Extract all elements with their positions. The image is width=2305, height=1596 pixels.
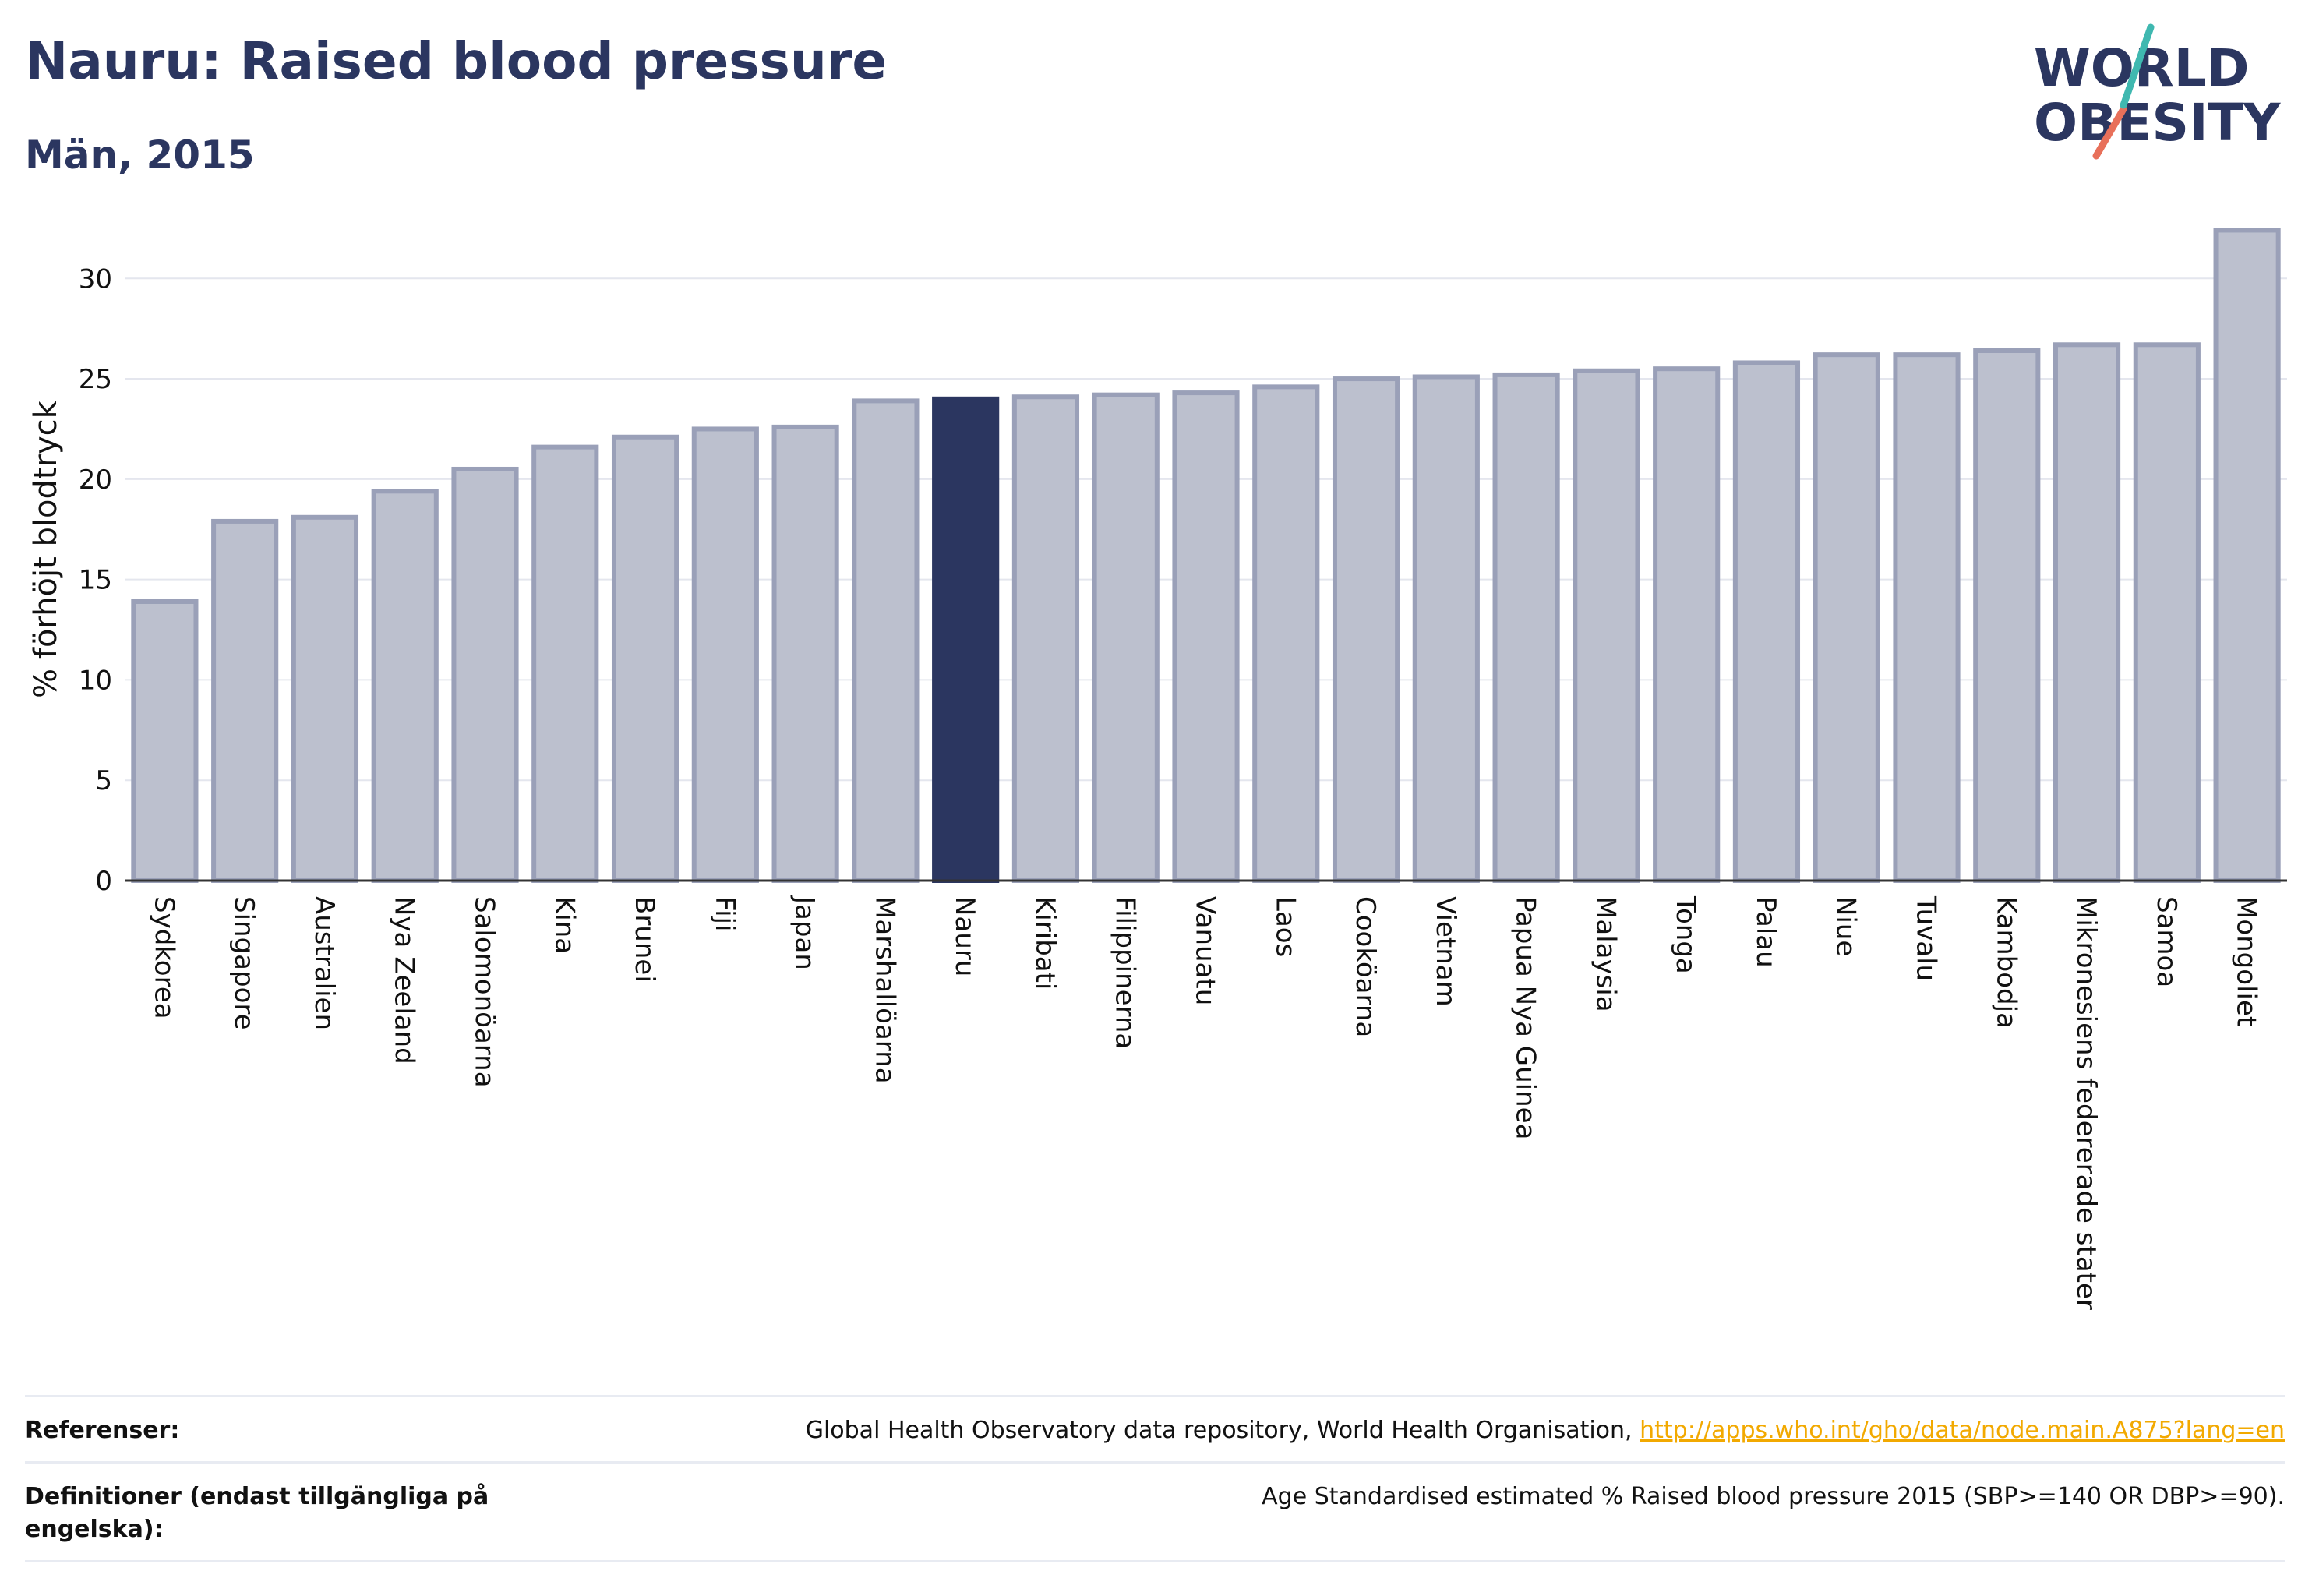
x-tick-label: Vietnam bbox=[1430, 896, 1461, 1007]
x-tick-label: Palau bbox=[1750, 896, 1781, 968]
bar-tonga bbox=[1653, 366, 1721, 883]
x-tick-label: Salomonöarna bbox=[469, 896, 500, 1088]
chart-title: Nauru: Raised blood pressure bbox=[25, 31, 888, 91]
x-tick-label: Samoa bbox=[2151, 896, 2182, 987]
logo-slash-teal bbox=[2120, 23, 2155, 109]
x-tick-label: Kina bbox=[549, 896, 580, 954]
bar-papua-nya-guinea bbox=[1492, 372, 1560, 883]
x-tick-labels: Sydkorea Singapore Australien Nya Zeeland Sa… bbox=[148, 895, 2261, 1310]
x-tick-label: Laos bbox=[1269, 896, 1301, 957]
x-tick-label: Fiji bbox=[709, 896, 740, 931]
x-tick-label: Brunei bbox=[629, 896, 660, 983]
world-obesity-logo: WORLD OBESITY bbox=[2026, 23, 2291, 164]
y-tick-label: 0 bbox=[95, 866, 112, 897]
bar-fiji bbox=[691, 426, 759, 884]
bar-kiribati bbox=[1011, 394, 1080, 883]
y-tick-label: 5 bbox=[95, 765, 112, 796]
x-tick-label: Tuvalu bbox=[1911, 895, 1942, 981]
bar-kina bbox=[531, 444, 599, 883]
bar-vanuatu bbox=[1172, 390, 1240, 884]
y-tick-label: 10 bbox=[79, 665, 112, 696]
definitions-label: Definitioner (endast tillgängliga på eng… bbox=[25, 1483, 489, 1543]
bar-brunei bbox=[611, 434, 679, 883]
bar-cooköarna bbox=[1332, 376, 1400, 883]
logo-slash-red bbox=[2092, 105, 2127, 160]
references-value: Global Health Observatory data repositor… bbox=[524, 1414, 2285, 1447]
x-tick-label: Nya Zeeland bbox=[389, 896, 420, 1065]
y-axis-label: % förhöjt blodtryck bbox=[28, 400, 64, 698]
y-tick-label: 30 bbox=[79, 263, 112, 295]
y-tick-label: 20 bbox=[79, 464, 112, 496]
bar-japan bbox=[771, 424, 839, 883]
bar-salomonöarna bbox=[451, 466, 519, 883]
references-row: Referenser: Global Health Observatory da… bbox=[25, 1395, 2285, 1461]
bar-palau bbox=[1732, 360, 1801, 884]
bar-australien bbox=[291, 514, 359, 883]
bar-nya-zeeland bbox=[371, 489, 439, 883]
x-tick-label: Kiribati bbox=[1029, 896, 1061, 990]
y-tick-labels: 0 5 10 15 20 25 30 bbox=[79, 263, 112, 897]
y-tick-label: 15 bbox=[79, 565, 112, 596]
definitions-value: Age Standardised estimated % Raised bloo… bbox=[1262, 1483, 2285, 1510]
references-link[interactable]: http://apps.who.int/gho/data/node.main.A… bbox=[1640, 1417, 2285, 1444]
x-tick-label: Malaysia bbox=[1590, 896, 1621, 1012]
bar-mongoliet bbox=[2213, 228, 2281, 884]
bar-laos bbox=[1252, 384, 1320, 883]
bar-marshallöarna bbox=[852, 398, 920, 884]
bar-filippinerna bbox=[1092, 392, 1160, 883]
references-table: Referenser: Global Health Observatory da… bbox=[25, 1395, 2285, 1562]
bar-singapore bbox=[211, 518, 279, 883]
bar-mikronesiens-federerade-stater bbox=[2053, 342, 2121, 884]
references-text: Global Health Observatory data repositor… bbox=[805, 1417, 1633, 1444]
x-tick-label: Kambodja bbox=[1990, 896, 2021, 1029]
bar-tuvalu bbox=[1893, 352, 1961, 884]
references-label: Referenser: bbox=[25, 1417, 180, 1444]
y-tick-label: 25 bbox=[79, 364, 112, 395]
x-tick-label: Marshallöarna bbox=[869, 896, 900, 1084]
x-tick-label: Mongoliet bbox=[2231, 896, 2262, 1026]
x-tick-label: Mikronesiens federerade stater bbox=[2070, 896, 2102, 1310]
x-tick-label: Australien bbox=[309, 896, 340, 1030]
x-tick-label: Singapore bbox=[228, 896, 259, 1030]
bars bbox=[131, 228, 2281, 884]
bar-samoa bbox=[2133, 342, 2201, 884]
bar-kambodja bbox=[1973, 348, 2041, 883]
bar-niue bbox=[1813, 352, 1880, 884]
x-tick-label: Tonga bbox=[1670, 895, 1701, 974]
chart-subtitle: Män, 2015 bbox=[25, 132, 255, 178]
bar-sydkorea bbox=[131, 598, 199, 884]
bar-vietnam bbox=[1412, 374, 1480, 883]
x-tick-label: Nauru bbox=[949, 896, 980, 976]
bar-chart: 0 5 10 15 20 25 30 Sydkorea Singapore Australien… bbox=[28, 228, 2287, 1310]
x-tick-label: Filippinerna bbox=[1110, 896, 1141, 1049]
definitions-row: Definitioner (endast tillgängliga på eng… bbox=[25, 1461, 2285, 1562]
bar-nauru bbox=[932, 396, 1000, 883]
x-tick-label: Vanuatu bbox=[1190, 896, 1221, 1005]
logo-line2: OBESITY bbox=[2034, 93, 2282, 153]
x-tick-label: Cooköarna bbox=[1350, 896, 1381, 1037]
bar-malaysia bbox=[1573, 368, 1640, 883]
x-tick-label: Sydkorea bbox=[148, 896, 179, 1019]
x-tick-label: Japan bbox=[789, 895, 821, 970]
x-tick-label: Papua Nya Guinea bbox=[1510, 896, 1541, 1139]
x-tick-label: Niue bbox=[1830, 896, 1862, 956]
